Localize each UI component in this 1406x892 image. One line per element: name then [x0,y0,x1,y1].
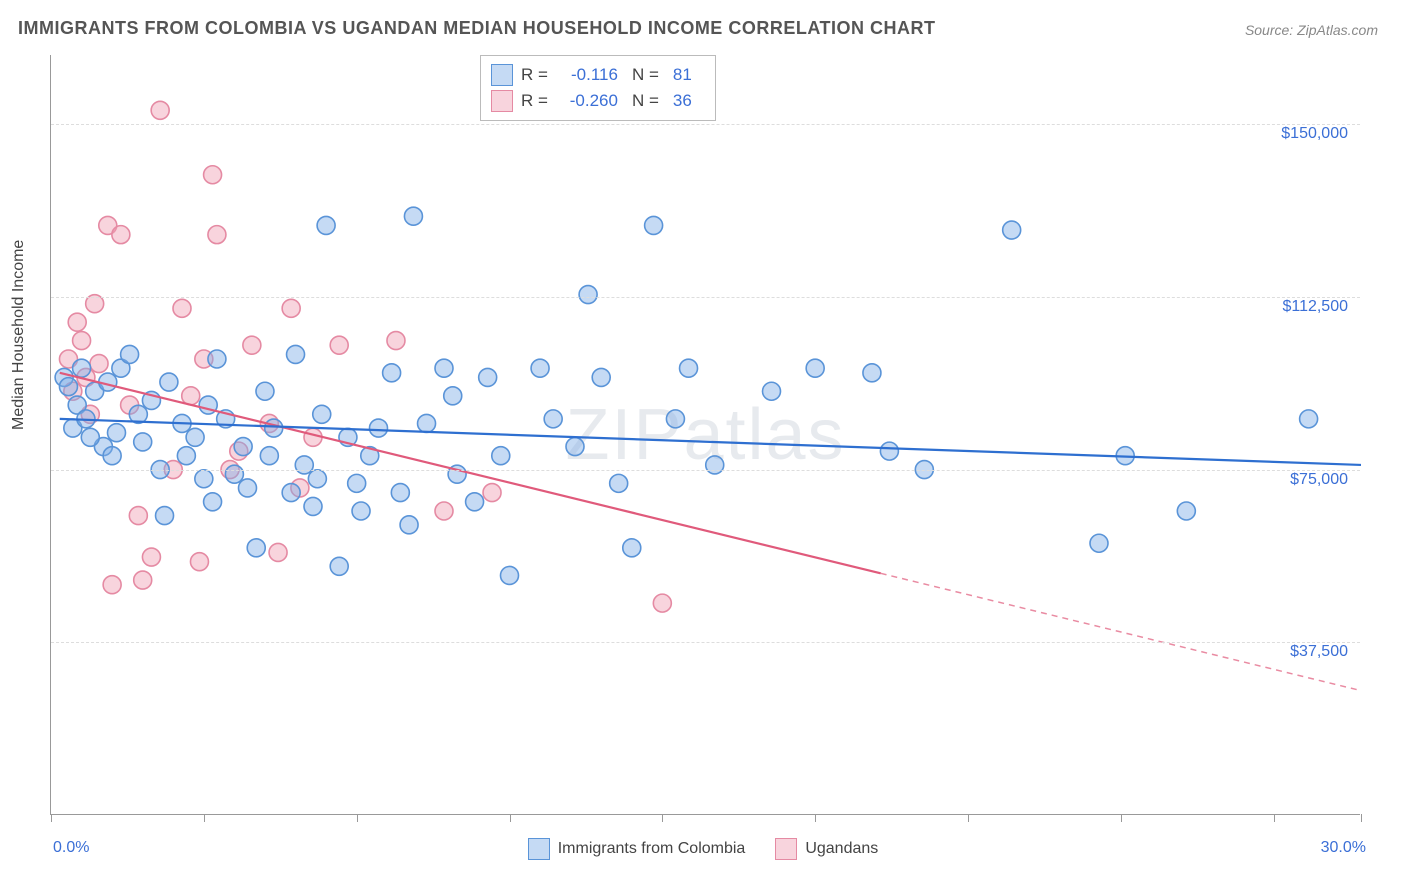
plot-area: ZIPatlas $37,500$75,000$112,500$150,000 [50,55,1360,815]
r-label: R = [521,91,548,111]
stats-row: R = -0.116 N = 81 [491,62,705,88]
r-value: -0.116 [562,65,618,85]
n-label: N = [632,91,659,111]
page-title: IMMIGRANTS FROM COLOMBIA VS UGANDAN MEDI… [18,18,935,39]
legend-label: Immigrants from Colombia [558,840,746,858]
n-label: N = [632,65,659,85]
swatch-icon [775,838,797,860]
y-tick-label: $75,000 [1290,471,1348,489]
r-value: -0.260 [562,91,618,111]
y-tick-label: $150,000 [1281,125,1348,143]
stats-row: R = -0.260 N = 36 [491,88,705,114]
y-tick-label: $37,500 [1290,643,1348,661]
series-legend: Immigrants from Colombia Ugandans [0,838,1406,860]
legend-item: Ugandans [775,838,878,860]
scatter-chart [51,55,1361,815]
swatch-icon [491,90,513,112]
legend-item: Immigrants from Colombia [528,838,746,860]
y-tick-label: $112,500 [1282,298,1348,316]
source-attribution: Source: ZipAtlas.com [1245,22,1378,38]
n-value: 81 [673,65,699,85]
stats-legend: R = -0.116 N = 81 R = -0.260 N = 36 [480,55,716,121]
swatch-icon [491,64,513,86]
r-label: R = [521,65,548,85]
x-axis-max-label: 30.0% [1321,839,1366,857]
y-axis-title: Median Household Income [10,240,28,430]
legend-label: Ugandans [805,840,878,858]
swatch-icon [528,838,550,860]
n-value: 36 [673,91,699,111]
x-axis-min-label: 0.0% [53,839,89,857]
